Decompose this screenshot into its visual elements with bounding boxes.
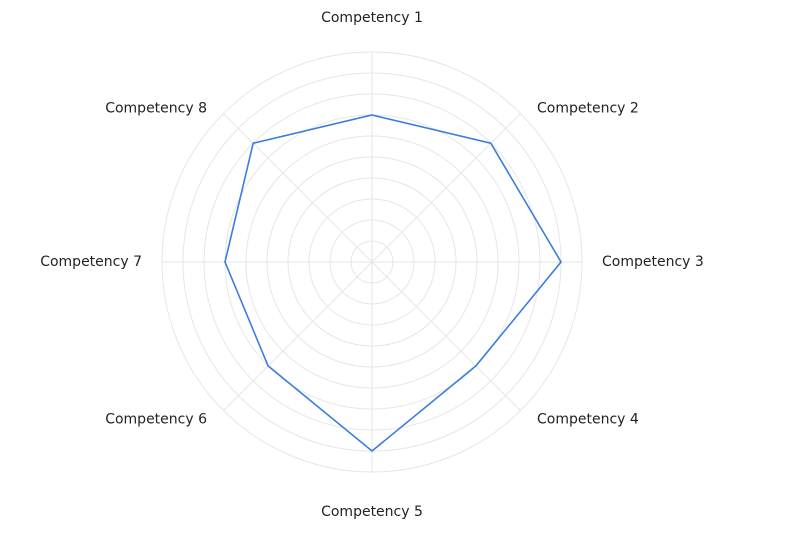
grid-spoke [223, 113, 373, 263]
grid-spoke [223, 261, 373, 411]
radar-axis-labels: Competency 1 Competency 2 Competency 3 Comp… [40, 10, 704, 520]
axis-label: Competency 2 [537, 101, 639, 117]
axis-label: Competency 6 [105, 411, 207, 427]
axis-label: Competency 1 [321, 10, 423, 26]
axis-label: Competency 3 [602, 254, 704, 270]
axis-label: Competency 5 [321, 504, 423, 520]
grid-spoke [371, 261, 521, 411]
radar-series-layer [224, 114, 562, 453]
axis-label: Competency 4 [537, 411, 639, 427]
axis-label: Competency 7 [40, 254, 142, 270]
grid-spoke [371, 113, 521, 263]
axis-label: Competency 8 [105, 101, 207, 117]
